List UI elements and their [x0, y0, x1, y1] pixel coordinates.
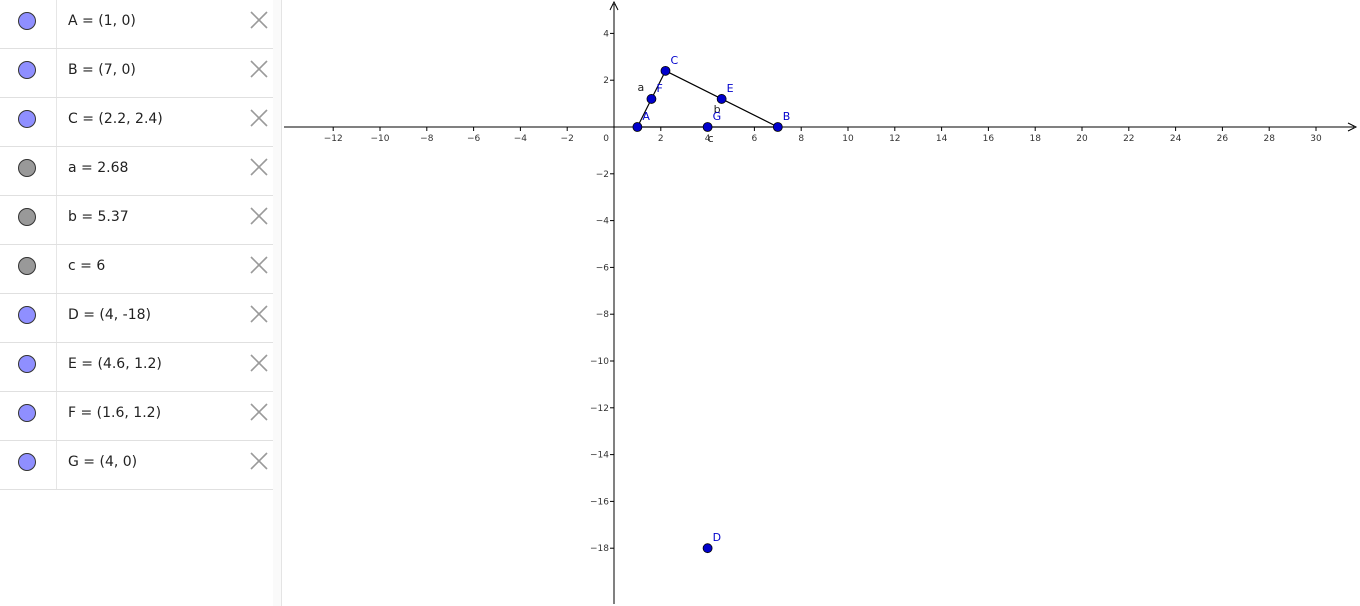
point-F[interactable] — [646, 94, 657, 104]
visibility-toggle-icon[interactable] — [18, 110, 36, 128]
algebra-item-expression[interactable]: b = 5.37 — [68, 209, 129, 225]
x-tick-label: 18 — [1029, 134, 1041, 144]
point-label: F — [656, 82, 662, 95]
x-tick-label: 2 — [658, 134, 664, 144]
algebra-item[interactable]: b = 5.37 — [0, 196, 273, 245]
point-label: D — [713, 531, 721, 544]
algebra-item[interactable]: D = (4, -18) — [0, 294, 273, 343]
x-tick-label: 22 — [1123, 134, 1134, 144]
x-tick-label: −10 — [371, 134, 390, 144]
algebra-item[interactable]: A = (1, 0) — [0, 0, 273, 49]
x-tick-label: 28 — [1263, 134, 1275, 144]
y-tick-label: −2 — [596, 170, 609, 180]
close-icon[interactable] — [249, 206, 269, 226]
y-tick-label: 2 — [603, 76, 609, 86]
x-tick-label: −12 — [324, 134, 343, 144]
point-A[interactable] — [632, 122, 643, 132]
point-label: C — [670, 54, 678, 67]
x-tick-label: −8 — [420, 134, 434, 144]
x-tick-label: 24 — [1170, 134, 1182, 144]
algebra-view: A = (1, 0) B = (7, 0) C = (2.2, 2.4) a = 2.… — [0, 0, 274, 606]
algebra-item-expression[interactable]: D = (4, -18) — [68, 307, 152, 323]
visibility-toggle-icon[interactable] — [18, 404, 36, 422]
x-tick-label: −2 — [561, 134, 574, 144]
x-axis-arrow — [1347, 122, 1358, 132]
point-E[interactable] — [716, 94, 727, 104]
visibility-toggle-icon[interactable] — [18, 208, 36, 226]
point-label: B — [783, 110, 791, 123]
algebra-item[interactable]: E = (4.6, 1.2) — [0, 343, 273, 392]
close-icon[interactable] — [249, 451, 269, 471]
visibility-toggle-icon[interactable] — [18, 306, 36, 324]
algebra-item-expression[interactable]: B = (7, 0) — [68, 62, 136, 78]
segment-label: c — [708, 132, 714, 145]
algebra-item-expression[interactable]: a = 2.68 — [68, 160, 129, 176]
close-icon[interactable] — [249, 59, 269, 79]
algebra-item[interactable]: C = (2.2, 2.4) — [0, 98, 273, 147]
y-tick-label: −6 — [596, 263, 610, 273]
x-tick-label: −6 — [467, 134, 481, 144]
visibility-toggle-icon[interactable] — [18, 61, 36, 79]
y-tick-label: −8 — [596, 310, 610, 320]
close-icon[interactable] — [249, 402, 269, 422]
y-tick-label: −18 — [590, 544, 609, 554]
algebra-item-expression[interactable]: C = (2.2, 2.4) — [68, 111, 163, 127]
y-tick-label: −14 — [590, 451, 609, 461]
axes: −12 −10 −8 −6 −4 −2 2 4 6 8 10 12 14 16 18 20 22 24 26 28 30… — [284, 0, 1358, 604]
visibility-toggle-icon[interactable] — [18, 12, 36, 30]
point-C[interactable] — [660, 65, 671, 76]
close-icon[interactable] — [249, 10, 269, 30]
visibility-toggle-icon[interactable] — [18, 355, 36, 373]
view-splitter[interactable] — [273, 0, 282, 606]
x-tick-label: 20 — [1076, 134, 1088, 144]
y-tick-label: −4 — [596, 217, 610, 227]
algebra-item[interactable]: a = 2.68 — [0, 147, 273, 196]
close-icon[interactable] — [249, 255, 269, 275]
algebra-item[interactable]: B = (7, 0) — [0, 49, 273, 98]
algebra-item-expression[interactable]: E = (4.6, 1.2) — [68, 356, 162, 372]
x-tick-label: 12 — [889, 134, 900, 144]
y-tick-label: −12 — [590, 404, 609, 414]
point-label: A — [642, 110, 650, 123]
algebra-item-expression[interactable]: c = 6 — [68, 258, 106, 274]
x-tick-label: 26 — [1217, 134, 1229, 144]
point-B[interactable] — [772, 122, 783, 132]
x-tick-label: 6 — [752, 134, 758, 144]
algebra-item[interactable]: F = (1.6, 1.2) — [0, 392, 273, 441]
x-tick-label: 4 — [705, 134, 711, 144]
y-axis-arrow — [609, 0, 619, 11]
close-icon[interactable] — [249, 108, 269, 128]
visibility-toggle-icon[interactable] — [18, 257, 36, 275]
visibility-toggle-icon[interactable] — [18, 453, 36, 471]
close-icon[interactable] — [249, 157, 269, 177]
x-tick-label: −4 — [514, 134, 528, 144]
close-icon[interactable] — [249, 353, 269, 373]
algebra-item-expression[interactable]: A = (1, 0) — [68, 13, 136, 29]
segment-label: a — [637, 81, 644, 94]
point-G[interactable] — [702, 122, 713, 132]
point-label: E — [727, 82, 734, 95]
visibility-toggle-icon[interactable] — [18, 159, 36, 177]
y-tick-label: −16 — [590, 497, 609, 507]
points: A B C D E F G — [632, 54, 791, 554]
x-tick-label: 10 — [842, 134, 854, 144]
x-tick-label: 14 — [936, 134, 948, 144]
y-tick-label: 4 — [603, 29, 609, 39]
y-tick-label: −10 — [590, 357, 609, 367]
algebra-item[interactable]: c = 6 — [0, 245, 273, 294]
close-icon[interactable] — [249, 304, 269, 324]
algebra-item-expression[interactable]: G = (4, 0) — [68, 454, 138, 470]
point-label: G — [713, 110, 722, 123]
x-tick-label: 30 — [1310, 134, 1322, 144]
x-tick-label: 8 — [798, 134, 804, 144]
segment-label: b — [714, 103, 721, 116]
algebra-item-expression[interactable]: F = (1.6, 1.2) — [68, 405, 162, 421]
x-tick-label: 16 — [983, 134, 995, 144]
origin-label: 0 — [603, 134, 609, 144]
algebra-item[interactable]: G = (4, 0) — [0, 441, 273, 490]
point-D[interactable] — [702, 543, 713, 554]
